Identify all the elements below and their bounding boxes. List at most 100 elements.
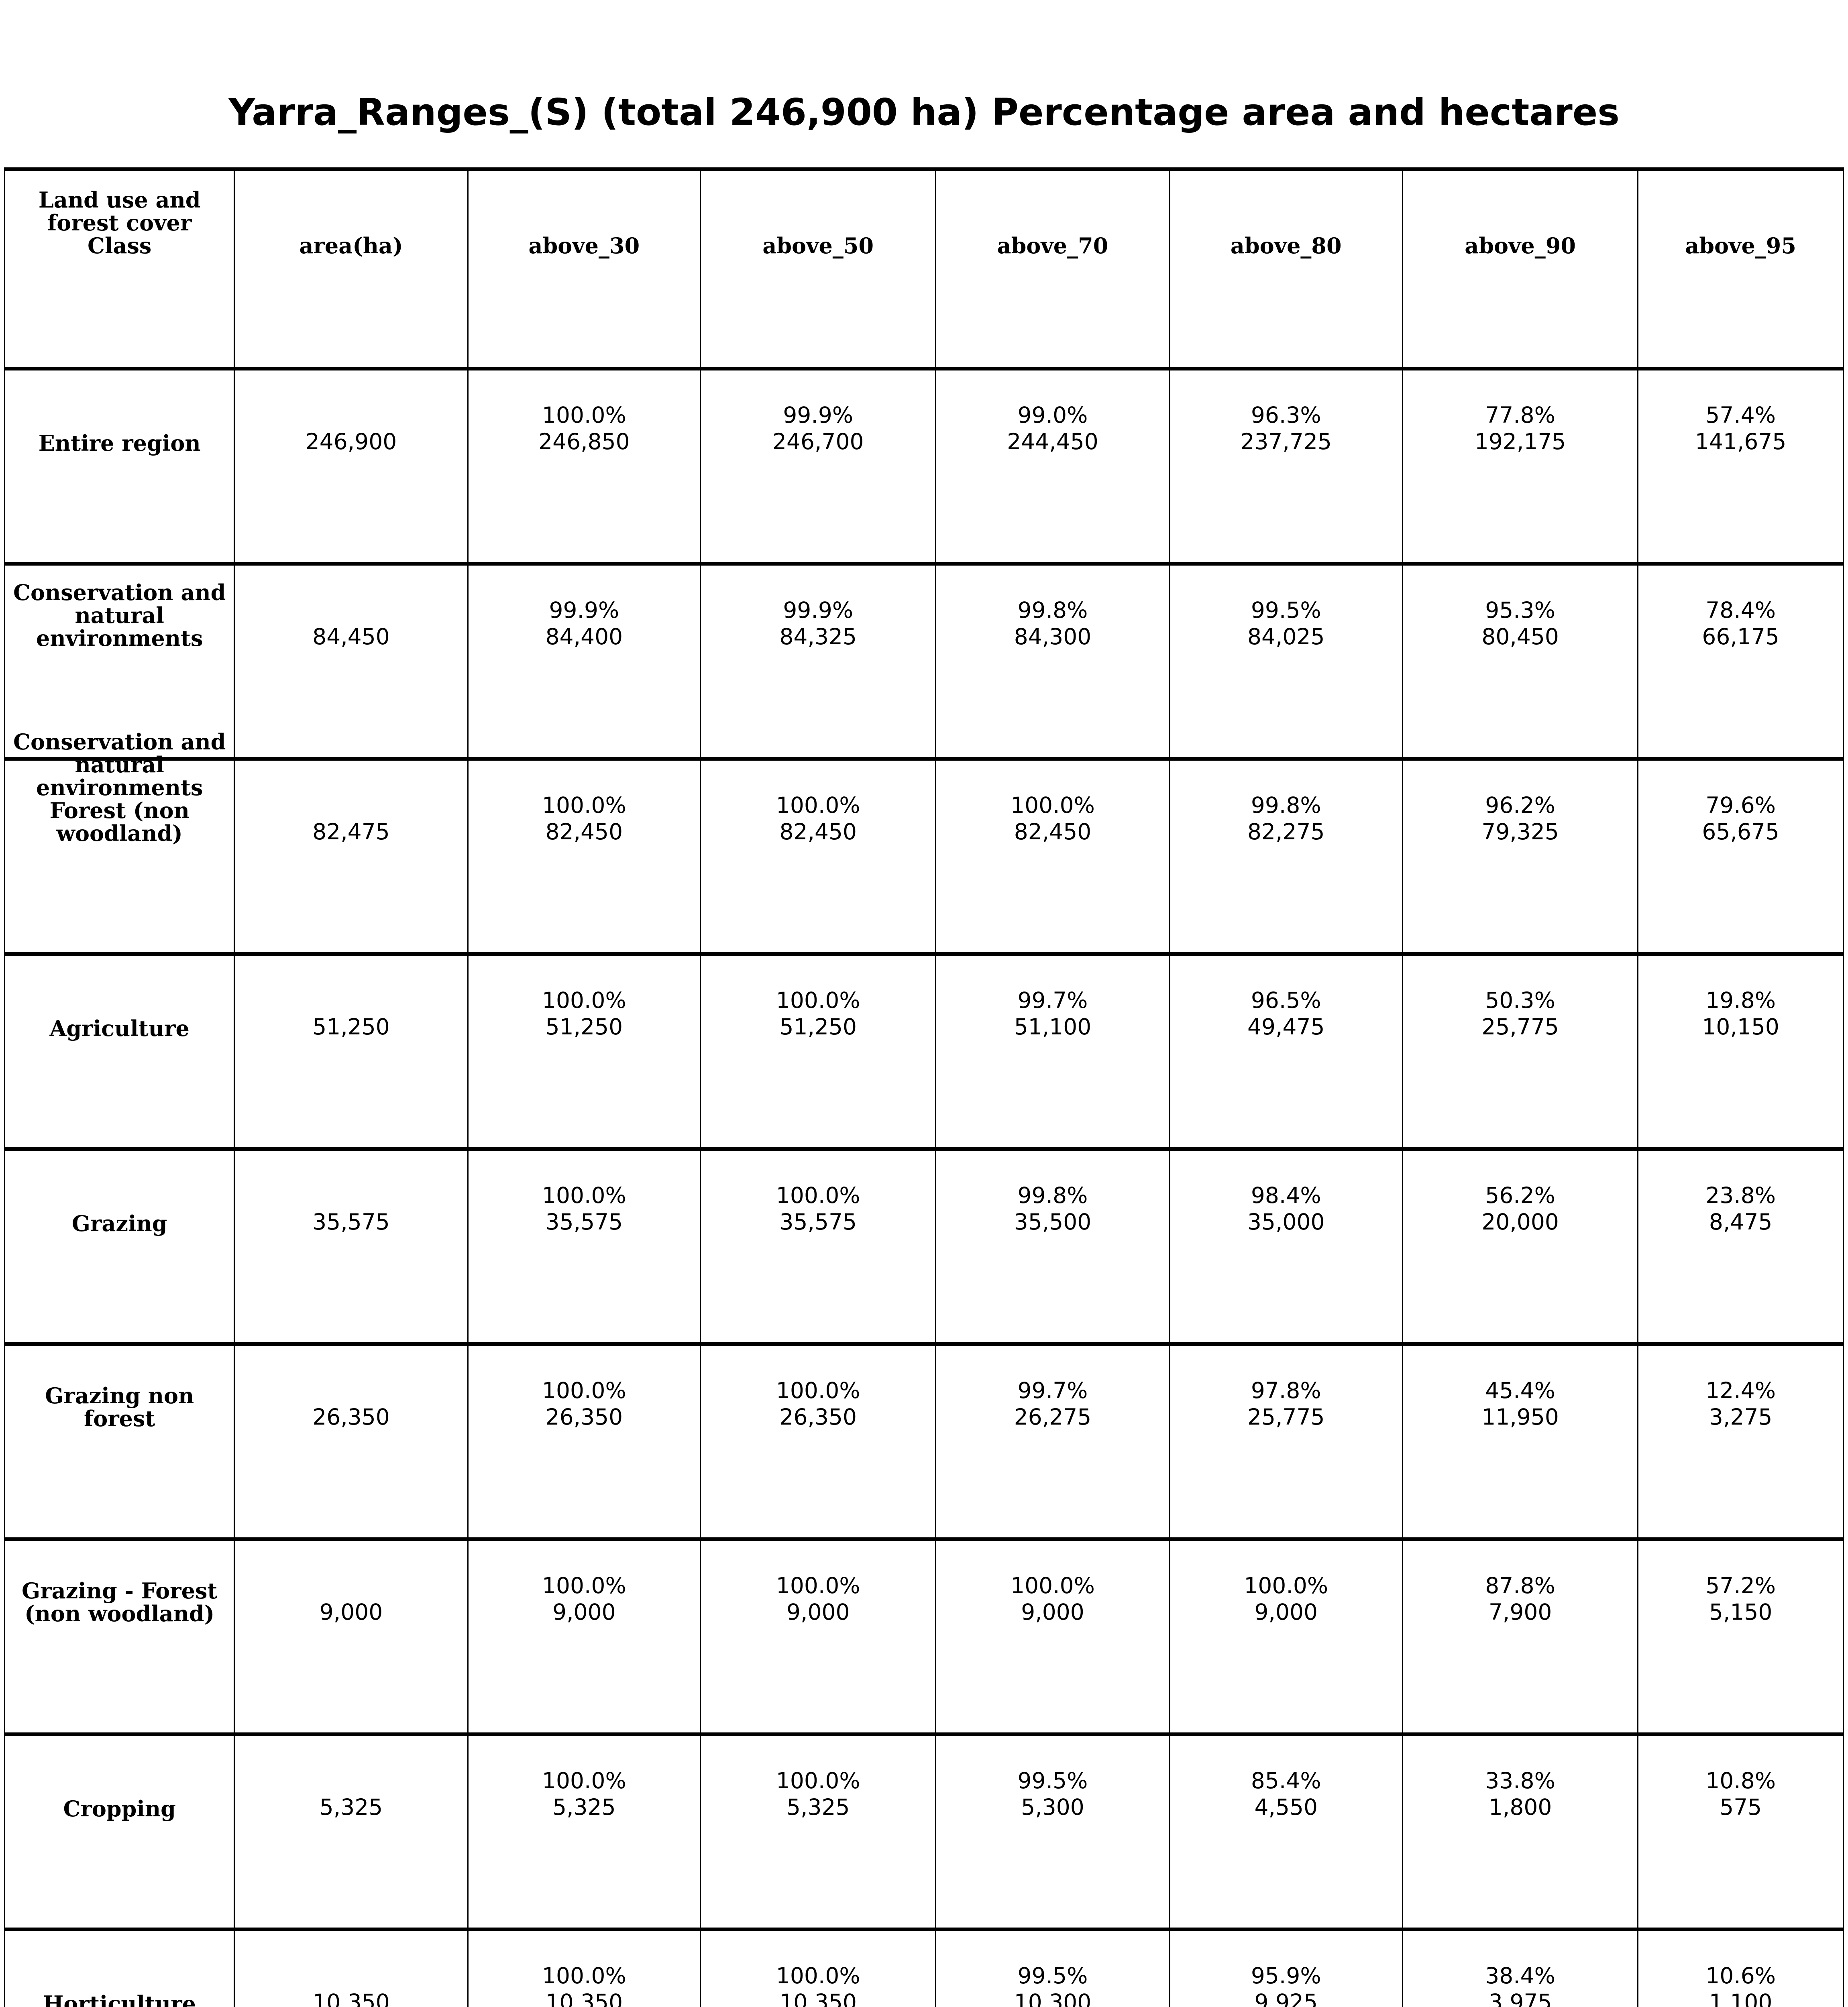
area-value: 84,450 bbox=[312, 623, 390, 649]
threshold-cell: 99.8% 35,500 bbox=[935, 1151, 1169, 1342]
threshold-cell-content: 100.0% 10,350 bbox=[703, 1962, 933, 2007]
threshold-cell-content: 96.5% 49,475 bbox=[1173, 987, 1400, 1040]
row-label-content: Conservation and natural environments Fores… bbox=[8, 730, 231, 845]
header-label-line: forest cover bbox=[47, 210, 192, 236]
percent-value: 79.6% bbox=[1705, 792, 1776, 818]
row-label-line: Grazing bbox=[71, 1210, 167, 1236]
area-cell-content: 246,900 bbox=[237, 428, 465, 455]
hectares-value: 141,675 bbox=[1695, 428, 1787, 454]
percent-value: 100.0% bbox=[542, 1767, 626, 1793]
threshold-cell-content: 87.8% 7,900 bbox=[1406, 1572, 1635, 1625]
header-label: above_90 bbox=[1465, 232, 1576, 259]
header-cell-content: area(ha) bbox=[237, 234, 465, 257]
row-label-content: Entire region bbox=[8, 432, 231, 455]
row-label-line: forest bbox=[84, 1405, 155, 1431]
row-label-cell: Grazing non forest bbox=[5, 1346, 234, 1537]
threshold-cell: 100.0% 82,450 bbox=[935, 761, 1169, 952]
threshold-cell: 100.0% 51,250 bbox=[700, 956, 935, 1147]
percent-value: 99.7% bbox=[1017, 1377, 1088, 1403]
percent-value: 56.2% bbox=[1485, 1182, 1555, 1208]
threshold-cell: 99.7% 51,100 bbox=[935, 956, 1169, 1147]
percent-value: 100.0% bbox=[542, 987, 626, 1013]
hectares-value: 65,675 bbox=[1702, 818, 1779, 845]
percent-value: 100.0% bbox=[1244, 1572, 1328, 1598]
row-label-cell: Entire region bbox=[5, 370, 234, 562]
percent-value: 33.8% bbox=[1485, 1767, 1555, 1793]
hectares-value: 82,450 bbox=[1014, 818, 1092, 845]
threshold-cell: 96.5% 49,475 bbox=[1169, 956, 1402, 1147]
threshold-cell: 85.4% 4,550 bbox=[1169, 1736, 1402, 1928]
threshold-cell: 33.8% 1,800 bbox=[1402, 1736, 1637, 1928]
threshold-cell-content: 50.3% 25,775 bbox=[1406, 987, 1635, 1040]
area-value: 51,250 bbox=[312, 1014, 390, 1040]
threshold-cell-content: 98.4% 35,000 bbox=[1173, 1182, 1400, 1235]
percent-value: 100.0% bbox=[542, 792, 626, 818]
threshold-cell-content: 99.8% 82,275 bbox=[1173, 792, 1400, 845]
threshold-cell-content: 96.2% 79,325 bbox=[1406, 792, 1635, 845]
row-label-line: Agriculture bbox=[49, 1015, 189, 1041]
threshold-cell-content: 100.0% 82,450 bbox=[703, 792, 933, 845]
row-label-content: Horticulture bbox=[8, 1992, 231, 2007]
hectares-value: 26,350 bbox=[779, 1404, 857, 1430]
threshold-cell: 100.0% 9,000 bbox=[1169, 1541, 1402, 1732]
percent-value: 99.5% bbox=[1017, 1962, 1088, 1989]
area-cell: 84,450 bbox=[234, 566, 467, 757]
hectares-value: 10,350 bbox=[779, 1989, 857, 2007]
row-label-line: environments bbox=[36, 625, 203, 651]
threshold-cell: 50.3% 25,775 bbox=[1402, 956, 1637, 1147]
area-cell: 5,325 bbox=[234, 1736, 467, 1928]
hectares-value: 8,475 bbox=[1709, 1209, 1773, 1235]
percent-value: 96.5% bbox=[1251, 987, 1321, 1013]
tvc-protection-table: Land use and forest cover Class area(ha) abo… bbox=[4, 167, 1844, 2007]
row-label-content: Grazing non forest bbox=[8, 1384, 231, 1430]
percent-value: 100.0% bbox=[542, 1377, 626, 1403]
percent-value: 99.8% bbox=[1017, 1182, 1088, 1208]
percent-value: 10.6% bbox=[1705, 1962, 1776, 1989]
threshold-cell-content: 99.8% 35,500 bbox=[939, 1182, 1166, 1235]
threshold-cell: 100.0% 35,575 bbox=[467, 1151, 700, 1342]
threshold-cell-content: 56.2% 20,000 bbox=[1406, 1182, 1635, 1235]
threshold-cell-content: 100.0% 246,850 bbox=[471, 402, 697, 455]
threshold-cell: 100.0% 10,350 bbox=[700, 1931, 935, 2007]
hectares-value: 246,700 bbox=[772, 428, 864, 454]
hectares-value: 84,325 bbox=[779, 623, 857, 649]
percent-value: 10.8% bbox=[1705, 1767, 1776, 1793]
threshold-cell-content: 100.0% 82,450 bbox=[471, 792, 697, 845]
threshold-cell: 100.0% 26,350 bbox=[700, 1346, 935, 1537]
percent-value: 99.7% bbox=[1017, 987, 1088, 1013]
percent-value: 77.8% bbox=[1485, 402, 1555, 428]
threshold-cell: 45.4% 11,950 bbox=[1402, 1346, 1637, 1537]
percent-value: 100.0% bbox=[1011, 792, 1095, 818]
area-value: 5,325 bbox=[319, 1794, 383, 1820]
area-cell: 26,350 bbox=[234, 1346, 467, 1537]
table-row: Grazing non forest 26,350 100.0% 26,350 100.0… bbox=[5, 1342, 1843, 1537]
threshold-cell: 12.4% 3,275 bbox=[1637, 1346, 1843, 1537]
row-label-line: (non woodland) bbox=[24, 1600, 215, 1626]
threshold-cell: 99.5% 5,300 bbox=[935, 1736, 1169, 1928]
area-cell: 246,900 bbox=[234, 370, 467, 562]
threshold-cell: 99.9% 84,325 bbox=[700, 566, 935, 757]
threshold-cell: 100.0% 9,000 bbox=[467, 1541, 700, 1732]
area-value: 26,350 bbox=[312, 1404, 390, 1430]
threshold-cell: 99.8% 84,300 bbox=[935, 566, 1169, 757]
percent-value: 97.8% bbox=[1251, 1377, 1321, 1403]
threshold-cell-content: 12.4% 3,275 bbox=[1641, 1377, 1840, 1430]
row-label-content: Conservation and natural environments bbox=[8, 581, 231, 650]
hectares-value: 575 bbox=[1720, 1794, 1762, 1820]
row-label-line: natural bbox=[75, 751, 164, 778]
header-cell-content: above_30 bbox=[471, 234, 697, 257]
header-label: above_70 bbox=[997, 232, 1108, 259]
threshold-cell-content: 85.4% 4,550 bbox=[1173, 1767, 1400, 1820]
threshold-cell-content: 45.4% 11,950 bbox=[1406, 1377, 1635, 1430]
percent-value: 19.8% bbox=[1705, 987, 1776, 1013]
threshold-cell-content: 99.5% 84,025 bbox=[1173, 597, 1400, 650]
threshold-cell-content: 99.8% 84,300 bbox=[939, 597, 1166, 650]
threshold-cell-content: 99.7% 26,275 bbox=[939, 1377, 1166, 1430]
header-cell-content: above_95 bbox=[1641, 234, 1840, 257]
row-label-line: natural bbox=[75, 602, 164, 628]
area-cell: 35,575 bbox=[234, 1151, 467, 1342]
percent-value: 100.0% bbox=[776, 1767, 860, 1793]
header-label-line: Class bbox=[88, 232, 152, 259]
table-row: Agriculture 51,250 100.0% 51,250 100.0% 51,25… bbox=[5, 952, 1843, 1147]
